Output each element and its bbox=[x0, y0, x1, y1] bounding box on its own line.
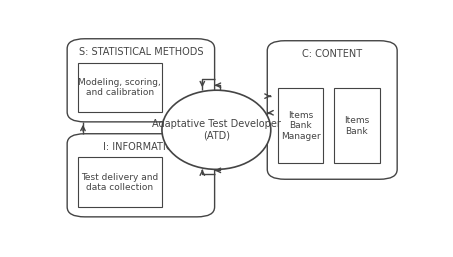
Bar bbox=[78, 62, 162, 112]
Text: Modeling, scoring,
and calibration: Modeling, scoring, and calibration bbox=[78, 78, 161, 97]
Bar bbox=[78, 158, 162, 207]
Text: Items
Bank: Items Bank bbox=[344, 116, 369, 135]
Text: Test delivery and
data collection: Test delivery and data collection bbox=[81, 172, 159, 192]
FancyBboxPatch shape bbox=[267, 41, 397, 179]
Text: S: STATISTICAL METHODS: S: STATISTICAL METHODS bbox=[79, 47, 203, 57]
Bar bbox=[278, 88, 323, 163]
Text: I: INFORMATICS: I: INFORMATICS bbox=[103, 142, 178, 152]
Text: Adaptative Test Developer
(ATD): Adaptative Test Developer (ATD) bbox=[152, 119, 281, 141]
Text: Items
Bank
Manager: Items Bank Manager bbox=[281, 111, 320, 141]
Text: C: CONTENT: C: CONTENT bbox=[302, 49, 362, 59]
Bar bbox=[334, 88, 380, 163]
Ellipse shape bbox=[162, 90, 271, 169]
FancyBboxPatch shape bbox=[67, 39, 215, 122]
FancyBboxPatch shape bbox=[67, 134, 215, 217]
